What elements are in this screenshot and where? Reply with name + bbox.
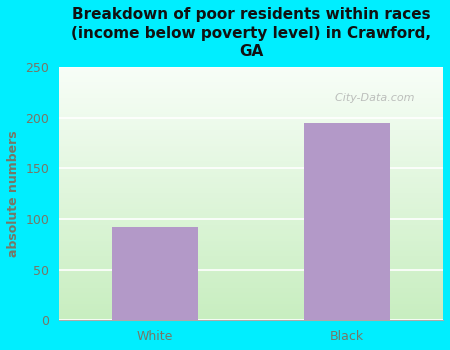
Bar [112,227,198,320]
Text: City-Data.com: City-Data.com [328,93,414,103]
Bar [304,123,390,320]
Y-axis label: absolute numbers: absolute numbers [7,131,20,257]
Title: Breakdown of poor residents within races
(income below poverty level) in Crawfor: Breakdown of poor residents within races… [71,7,431,59]
